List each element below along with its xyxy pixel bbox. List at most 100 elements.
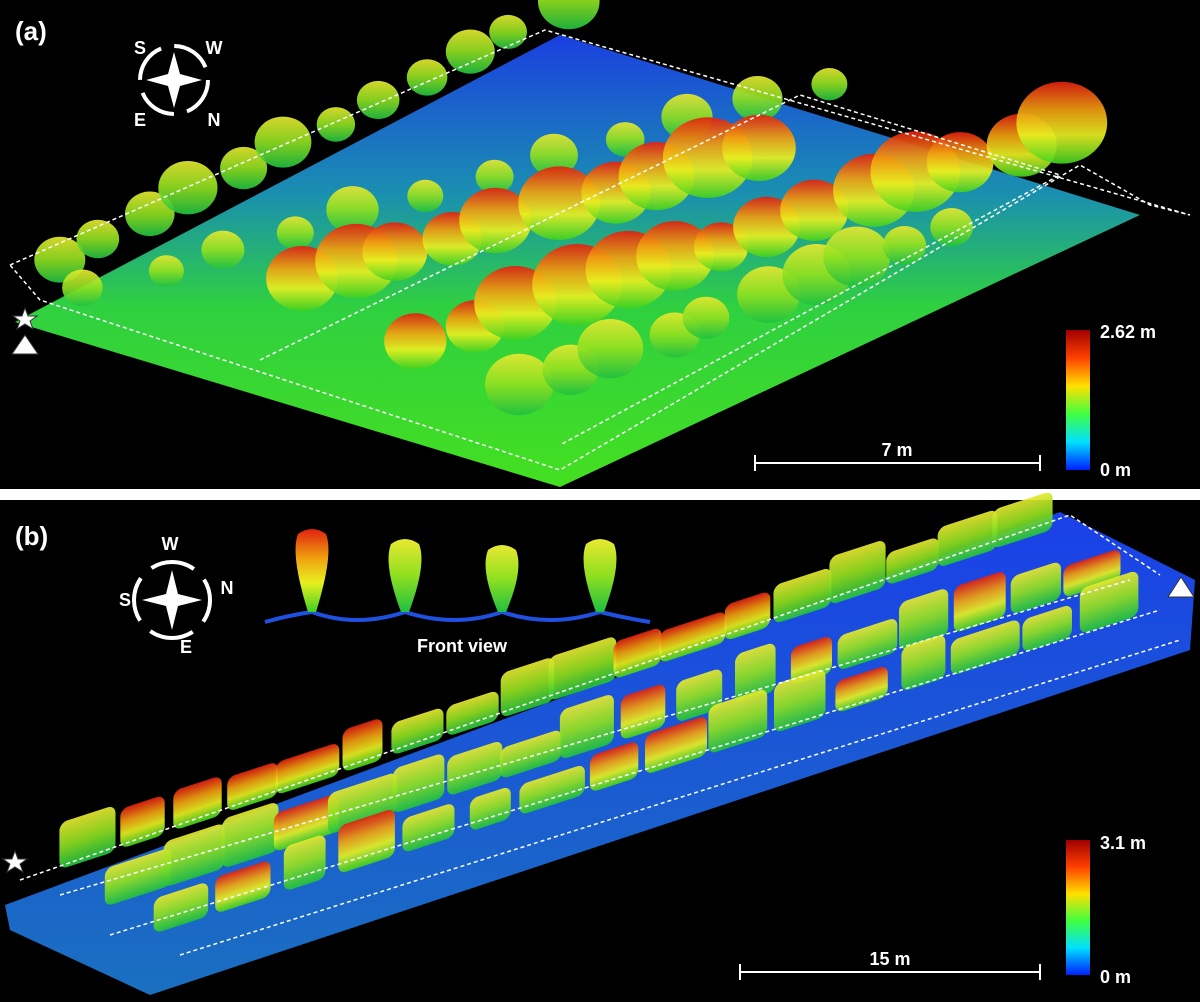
colorbar-min: 0 m <box>1100 967 1131 987</box>
tree-crown <box>148 255 184 287</box>
tree-crown <box>722 114 796 181</box>
trajectory <box>259 94 1062 446</box>
tree-crown <box>459 187 532 254</box>
plant-row <box>215 861 271 912</box>
colorbar <box>1066 840 1090 975</box>
plant-row <box>1079 571 1139 633</box>
plant-row <box>1010 562 1062 614</box>
plant-row <box>402 804 455 852</box>
trajectory <box>19 514 1161 881</box>
front-view-plant <box>388 539 422 612</box>
plant-row <box>901 635 946 690</box>
plant-row <box>899 589 949 650</box>
colorbar-min: 0 m <box>1100 460 1131 480</box>
plant-row <box>1022 605 1073 651</box>
tree-crown <box>530 133 578 177</box>
colorbar-max: 2.62 m <box>1100 322 1156 342</box>
plant-row <box>829 541 886 604</box>
compass-label: N <box>208 110 221 130</box>
plant-row <box>837 619 898 669</box>
tree-crown <box>384 313 447 370</box>
panel-b: (b) W N S E Front view 3.1 m 0 m 15 m <box>0 492 1200 1002</box>
compass-label: E <box>180 637 192 657</box>
tree-crown <box>475 159 514 194</box>
front-view-inset <box>264 529 651 624</box>
plant-row <box>953 572 1006 632</box>
tree-crown <box>636 221 714 291</box>
inset-caption: Front view <box>417 636 508 656</box>
tree-crown <box>356 80 400 120</box>
tree-crown <box>811 68 848 101</box>
plant-row <box>227 763 278 810</box>
plant-row <box>391 708 444 754</box>
plant-row <box>645 717 707 773</box>
plant-row <box>1063 550 1121 597</box>
compass-label: W <box>162 534 179 554</box>
plant-row <box>153 883 209 932</box>
plant-row <box>886 538 939 584</box>
tree-crown <box>926 132 994 193</box>
tree-crown <box>605 122 645 157</box>
tree-crown <box>362 222 428 281</box>
tree-crown <box>780 179 849 241</box>
tree-crown <box>201 230 245 270</box>
tree-crown <box>407 179 444 213</box>
plant-row <box>338 809 395 872</box>
plant-row <box>104 849 172 905</box>
plant-row <box>659 612 726 662</box>
plant-row <box>519 765 585 814</box>
plant-row <box>589 742 639 791</box>
plant-row <box>283 835 326 890</box>
front-view-plant <box>295 529 329 612</box>
tree-crown <box>882 226 927 265</box>
plant-row <box>724 592 771 640</box>
compass-star <box>142 570 202 630</box>
compass-label: N <box>221 578 234 598</box>
plant-row <box>676 669 723 721</box>
end-marker <box>11 334 39 355</box>
tree-crown <box>276 216 314 250</box>
plant-row <box>620 684 666 739</box>
colorbar <box>1066 330 1090 470</box>
panel-a: (a) S W E N 2.62 m 0 m 7 m <box>0 0 1200 489</box>
tree-crown <box>316 107 356 142</box>
compass-label: S <box>134 38 146 58</box>
start-marker <box>11 306 39 331</box>
tree-crown <box>577 319 644 379</box>
plant-row <box>559 695 614 759</box>
compass-ring <box>138 44 210 116</box>
panel-label: (b) <box>15 521 48 551</box>
plant-row <box>835 666 888 712</box>
plant-row <box>773 568 832 623</box>
plant-row <box>500 658 555 717</box>
colorbar-max: 3.1 m <box>1100 833 1146 853</box>
start-marker <box>1 849 29 874</box>
tree-crown <box>484 353 554 416</box>
plant-row <box>937 510 998 566</box>
trajectory <box>109 609 1161 936</box>
plant-row <box>500 730 562 778</box>
tree-crown <box>930 208 973 247</box>
plant-row <box>992 492 1053 548</box>
plant-row <box>163 824 225 886</box>
tree-crown <box>489 14 527 49</box>
tree-crown <box>406 59 448 96</box>
tree-crown <box>1016 81 1108 164</box>
tree-crown <box>538 0 600 30</box>
compass-star <box>146 52 202 108</box>
front-view-plant <box>485 545 519 612</box>
plant-row <box>613 628 662 678</box>
plant-row <box>548 637 617 700</box>
plant-row <box>446 691 499 735</box>
trajectory <box>8 29 1191 471</box>
plant-row <box>469 788 511 830</box>
tree-group <box>34 0 1108 416</box>
plant-row <box>447 741 503 795</box>
compass-label: W <box>206 38 223 58</box>
tree-crown <box>518 166 601 240</box>
plant-row <box>950 620 1020 674</box>
tree-crown <box>682 296 730 339</box>
tree-crown <box>34 236 86 283</box>
end-marker <box>1167 576 1195 598</box>
